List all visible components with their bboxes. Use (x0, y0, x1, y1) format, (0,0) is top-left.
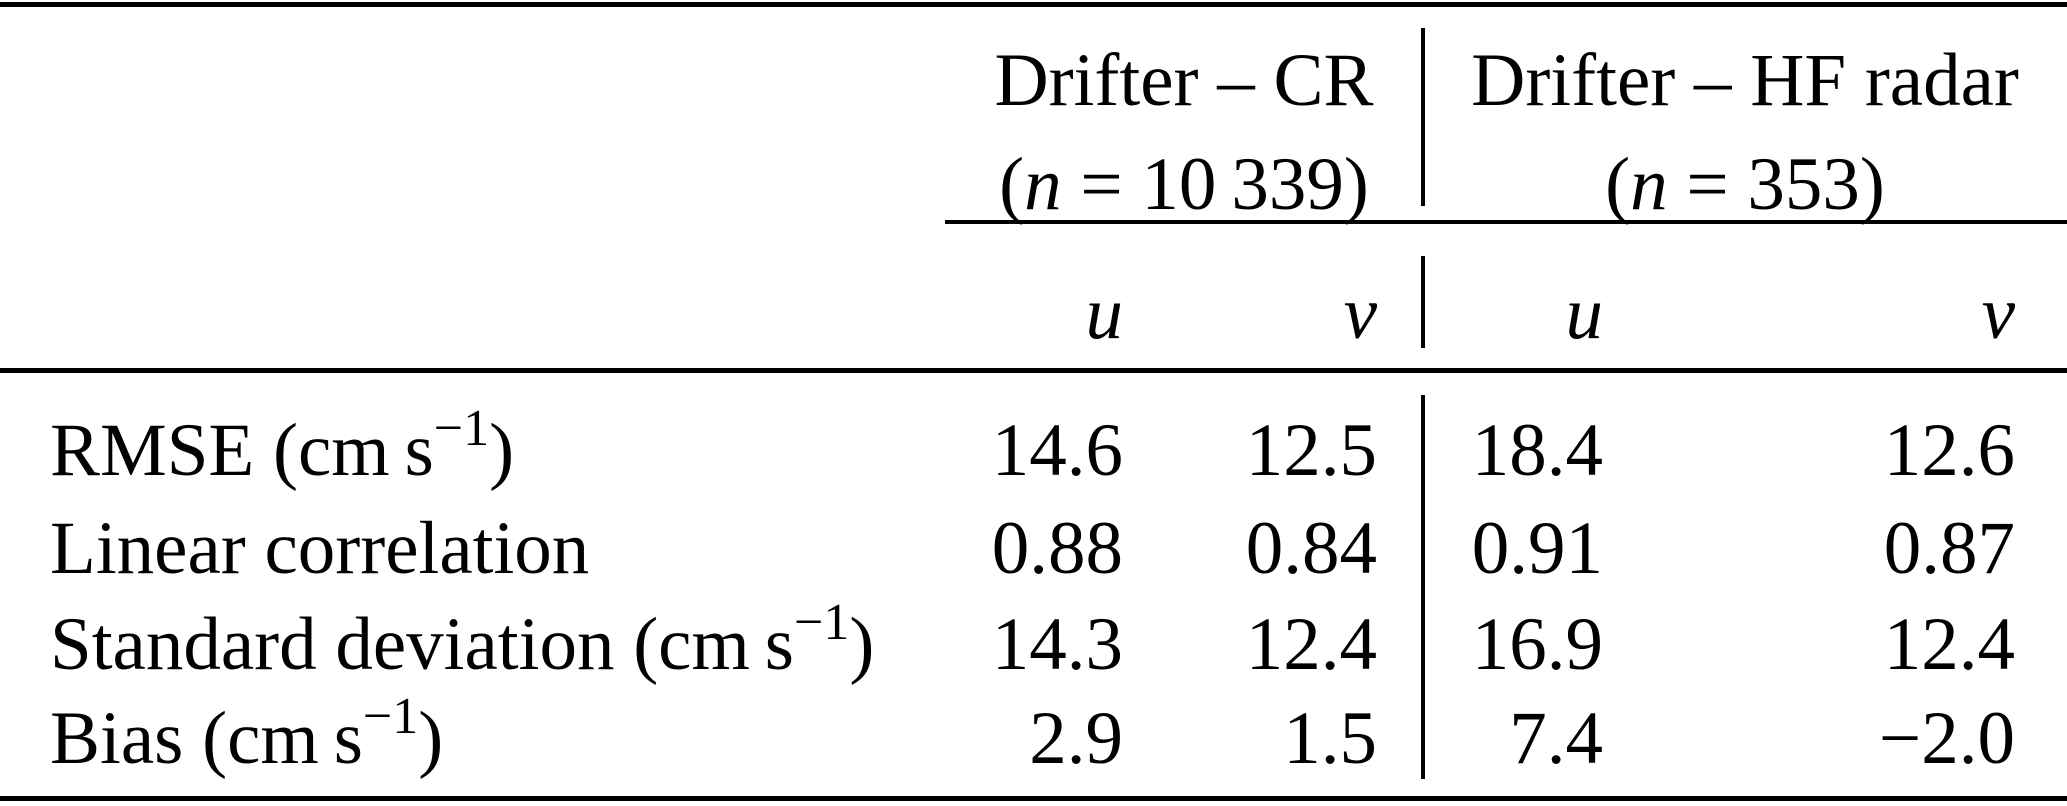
column-group-header-row: Drifter – CR (n = 10 339) Drifter – HF r… (0, 7, 2067, 237)
value-cell: 12.4 (1883, 603, 2016, 686)
vertical-separator-subheader (1421, 256, 1425, 348)
top-rule (0, 2, 2067, 7)
value-cell: 7.4 (1509, 697, 1604, 780)
unit-exponent: −1 (362, 688, 419, 745)
metric-label: Standard deviation (cm s−1) (50, 594, 875, 687)
table-row-bias: Bias (cm s−1) 2.9 1.5 7.4 −2.0 (0, 688, 2067, 804)
metric-label: Bias (cm s−1) (50, 688, 444, 781)
value-cell: 2.9 (1029, 697, 1123, 780)
n-variable: n (1630, 143, 1668, 226)
value-cell: 18.4 (1471, 409, 1604, 492)
column-group-drifter-cr: Drifter – CR (n = 10 339) (945, 7, 1423, 237)
value-cell: −2.0 (1878, 697, 2016, 780)
table-row-standard-deviation: Standard deviation (cm s−1) 14.3 12.4 16… (0, 597, 2067, 693)
unit-exponent: −1 (433, 400, 490, 457)
metric-label: Linear correlation (50, 507, 590, 590)
header-partial-rule (945, 220, 2067, 224)
value-cell: 12.5 (1245, 409, 1378, 492)
value-cell: 0.87 (1883, 507, 2016, 590)
vertical-separator-body (1421, 395, 1425, 779)
value-cell: 14.6 (991, 409, 1123, 492)
value-cell: 12.4 (1245, 603, 1378, 686)
bottom-rule (0, 796, 2067, 801)
value-cell: 0.88 (991, 507, 1123, 590)
metric-label: RMSE (cm s−1) (50, 400, 515, 493)
component-header-row: u v u v (0, 237, 2067, 381)
vertical-separator-header (1421, 28, 1425, 206)
group-title: Drifter – HF radar (1471, 39, 2019, 122)
value-cell: 0.84 (1245, 507, 1378, 590)
header-blank-cell (0, 7, 945, 237)
subheader-blank-cell (0, 237, 945, 381)
value-cell: 12.6 (1883, 409, 2016, 492)
group-sample-size: (n = 353) (1605, 143, 1885, 226)
value-cell: 14.3 (991, 603, 1123, 686)
column-header-v-cr: v (1343, 272, 1378, 355)
group-sample-size: (n = 10 339) (999, 143, 1369, 226)
column-header-u-hf: u (1565, 272, 1604, 355)
value-cell: 16.9 (1471, 603, 1604, 686)
column-header-u-cr: u (1085, 272, 1124, 355)
table-row-linear-correlation: Linear correlation 0.88 0.84 0.91 0.87 (0, 501, 2067, 597)
n-variable: n (1024, 143, 1062, 226)
table-row-rmse: RMSE (cm s−1) 14.6 12.5 18.4 12.6 (0, 381, 2067, 501)
value-cell: 0.91 (1471, 507, 1604, 590)
column-header-v-hf: v (1981, 272, 2016, 355)
mid-rule (0, 368, 2067, 373)
value-cell: 1.5 (1283, 697, 1378, 780)
group-title: Drifter – CR (994, 39, 1374, 122)
unit-exponent: −1 (794, 594, 850, 651)
column-group-drifter-hf-radar: Drifter – HF radar (n = 353) (1423, 7, 2067, 237)
statistics-table: Drifter – CR (n = 10 339) Drifter – HF r… (0, 7, 2067, 804)
